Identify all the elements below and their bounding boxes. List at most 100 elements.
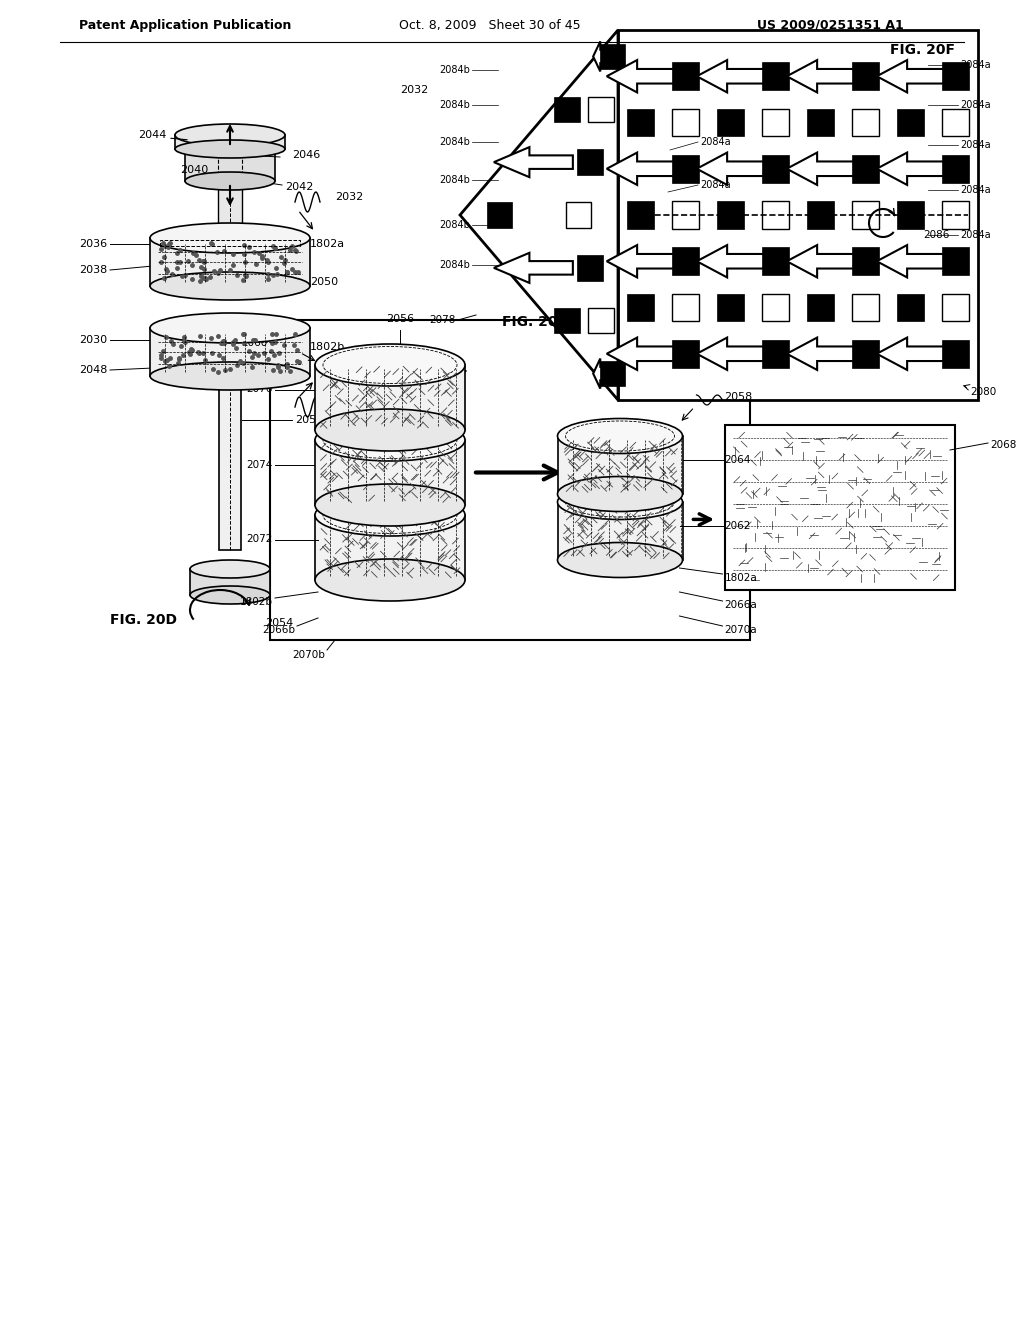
- Polygon shape: [877, 246, 944, 277]
- Bar: [672, 154, 699, 182]
- Text: 2040: 2040: [180, 165, 208, 176]
- Ellipse shape: [315, 418, 465, 461]
- Text: 1802b: 1802b: [310, 342, 345, 352]
- Bar: [627, 293, 654, 321]
- Text: Oct. 8, 2009   Sheet 30 of 45: Oct. 8, 2009 Sheet 30 of 45: [399, 18, 581, 32]
- Bar: [578, 255, 602, 281]
- Text: 2064: 2064: [725, 455, 751, 465]
- Polygon shape: [494, 253, 572, 282]
- Ellipse shape: [315, 484, 465, 525]
- Bar: [270, 319, 750, 640]
- Text: 2084a: 2084a: [961, 185, 990, 195]
- Bar: [942, 154, 970, 182]
- Bar: [218, 181, 242, 232]
- Ellipse shape: [557, 543, 683, 578]
- Text: FIG. 20E: FIG. 20E: [503, 315, 567, 330]
- Ellipse shape: [557, 484, 683, 520]
- Ellipse shape: [557, 418, 683, 454]
- Ellipse shape: [190, 586, 270, 605]
- Text: 2030: 2030: [79, 335, 106, 345]
- Text: 2066b: 2066b: [262, 624, 295, 635]
- Ellipse shape: [315, 345, 465, 385]
- Text: 2084b: 2084b: [439, 260, 470, 271]
- Bar: [618, 30, 978, 400]
- Ellipse shape: [150, 362, 310, 389]
- Text: 2032: 2032: [335, 191, 364, 202]
- Polygon shape: [607, 338, 674, 370]
- Bar: [190, 569, 270, 595]
- Text: FIG. 20F: FIG. 20F: [891, 44, 955, 57]
- Bar: [762, 154, 790, 182]
- Text: 2074: 2074: [247, 459, 273, 470]
- Bar: [762, 62, 790, 90]
- Text: US 2009/0251351 A1: US 2009/0251351 A1: [757, 18, 903, 32]
- Bar: [762, 201, 790, 228]
- Text: 2084b: 2084b: [439, 220, 470, 230]
- Ellipse shape: [315, 558, 465, 601]
- Polygon shape: [696, 246, 764, 277]
- Bar: [185, 149, 275, 181]
- Ellipse shape: [175, 140, 285, 158]
- Text: 2068: 2068: [990, 440, 1017, 450]
- Bar: [852, 339, 880, 368]
- Polygon shape: [593, 41, 609, 71]
- Text: 2084b: 2084b: [439, 65, 470, 75]
- Bar: [852, 108, 880, 136]
- Text: 2082: 2082: [430, 380, 456, 389]
- Bar: [807, 108, 835, 136]
- Text: 2084a: 2084a: [961, 230, 990, 240]
- Text: 2042: 2042: [285, 182, 313, 191]
- Text: 2086: 2086: [923, 230, 949, 240]
- Bar: [627, 201, 654, 228]
- Polygon shape: [696, 61, 764, 92]
- Text: 2070b: 2070b: [292, 649, 325, 660]
- Bar: [717, 108, 744, 136]
- Text: 2036: 2036: [79, 239, 106, 249]
- Bar: [557, 436, 683, 494]
- Bar: [557, 502, 683, 560]
- Bar: [807, 293, 835, 321]
- Text: 2060: 2060: [241, 338, 267, 347]
- Bar: [315, 440, 465, 506]
- Polygon shape: [786, 61, 854, 92]
- Bar: [942, 293, 970, 321]
- Text: 2054: 2054: [265, 618, 293, 628]
- Text: 2044: 2044: [138, 129, 166, 140]
- Bar: [160, 240, 300, 246]
- Text: 1802b: 1802b: [240, 597, 273, 607]
- Polygon shape: [696, 338, 764, 370]
- Bar: [762, 108, 790, 136]
- Bar: [897, 108, 925, 136]
- Text: 2056: 2056: [386, 314, 414, 325]
- Bar: [762, 247, 790, 275]
- Polygon shape: [607, 246, 674, 277]
- Bar: [315, 366, 465, 430]
- Bar: [589, 308, 613, 334]
- Bar: [672, 108, 699, 136]
- Bar: [672, 293, 699, 321]
- Bar: [175, 135, 285, 149]
- Polygon shape: [696, 153, 764, 185]
- Bar: [566, 202, 591, 228]
- Bar: [150, 238, 310, 286]
- Ellipse shape: [185, 172, 275, 190]
- Polygon shape: [786, 338, 854, 370]
- Text: 2070a: 2070a: [725, 624, 757, 635]
- Ellipse shape: [150, 272, 310, 300]
- Text: 2084b: 2084b: [439, 176, 470, 185]
- Ellipse shape: [175, 124, 285, 147]
- Text: 2072: 2072: [247, 535, 273, 544]
- Text: 2084b: 2084b: [439, 100, 470, 110]
- Polygon shape: [607, 153, 674, 185]
- Bar: [942, 62, 970, 90]
- Text: FIG. 20D: FIG. 20D: [110, 612, 177, 627]
- Bar: [672, 62, 699, 90]
- Bar: [150, 327, 310, 376]
- Bar: [672, 201, 699, 228]
- Text: Patent Application Publication: Patent Application Publication: [79, 18, 291, 32]
- Bar: [219, 376, 241, 550]
- Text: 2032: 2032: [400, 84, 428, 95]
- Text: 2084a: 2084a: [700, 180, 731, 190]
- Text: 2084a: 2084a: [961, 140, 990, 150]
- Ellipse shape: [150, 223, 310, 253]
